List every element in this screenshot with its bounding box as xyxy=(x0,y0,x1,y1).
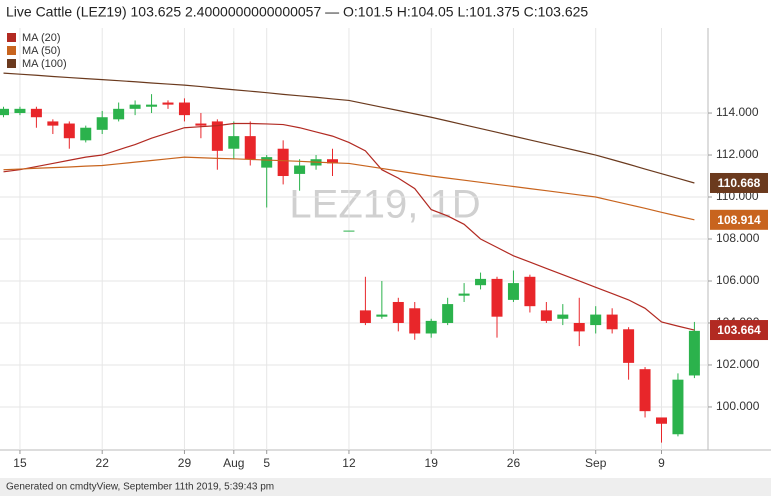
candle-body xyxy=(606,314,618,330)
price-tag-label: 103.664 xyxy=(717,323,761,337)
y-tick-label: 102.000 xyxy=(716,357,760,371)
candle-body xyxy=(294,165,306,174)
footer: Generated on cmdtyView, September 11th 2… xyxy=(6,482,274,493)
y-tick-label: 106.000 xyxy=(716,273,760,287)
candle-body xyxy=(211,121,223,151)
candle-body xyxy=(507,283,519,300)
footer-band xyxy=(0,478,771,496)
candle-body xyxy=(672,379,684,435)
candle-body xyxy=(47,121,59,126)
candle-body xyxy=(96,117,108,130)
candle-body xyxy=(146,104,158,107)
x-tick-label: 19 xyxy=(425,456,439,470)
price-tag xyxy=(710,172,768,193)
x-tick-label: 5 xyxy=(263,456,270,470)
candle-body xyxy=(557,314,569,319)
x-tick-label: Aug xyxy=(223,456,244,470)
y-tick-label: 108.000 xyxy=(716,231,760,245)
candle-body xyxy=(359,310,371,323)
candle-body xyxy=(409,308,421,334)
candle-body xyxy=(458,293,470,296)
candle-body xyxy=(688,330,700,376)
candle-body xyxy=(376,314,388,317)
legend-swatch xyxy=(7,59,16,68)
watermark: LEZ19, 1D xyxy=(289,183,480,227)
candle-body xyxy=(129,104,141,109)
candle-body xyxy=(63,123,75,139)
candle-body xyxy=(573,322,585,332)
x-tick-label: 12 xyxy=(342,456,356,470)
price-tag-label: 108.914 xyxy=(717,213,761,227)
candle-body xyxy=(244,136,256,160)
price-tag-label: 110.668 xyxy=(718,176,761,190)
candle-body xyxy=(195,123,207,126)
candle-body xyxy=(30,108,42,118)
legend-swatch xyxy=(7,33,16,42)
candle-body xyxy=(475,278,487,286)
candle-body xyxy=(162,102,174,105)
candle-body xyxy=(0,108,9,116)
candle-body xyxy=(343,230,355,232)
legend-swatch xyxy=(7,46,16,55)
candle-body xyxy=(540,310,552,321)
candle-body xyxy=(639,369,651,412)
ma-line xyxy=(3,72,695,184)
candle-body xyxy=(442,304,454,323)
x-tick-label: 29 xyxy=(178,456,192,470)
y-tick-label: 100.000 xyxy=(716,399,760,413)
candle-body xyxy=(425,320,437,334)
legend-label: MA (50) xyxy=(22,45,61,57)
candle-body xyxy=(228,136,240,149)
candle-body xyxy=(656,417,667,424)
x-tick-label: 9 xyxy=(658,456,665,470)
candle-body xyxy=(261,157,273,168)
candle-body xyxy=(524,276,536,307)
candle-body xyxy=(178,102,190,116)
candle-body xyxy=(623,329,635,363)
legend-label: MA (100) xyxy=(22,58,67,70)
candle-body xyxy=(590,314,602,326)
y-tick-label: 114.000 xyxy=(716,105,759,119)
candle-body xyxy=(14,108,26,114)
ma-line xyxy=(3,122,695,331)
candle-body xyxy=(80,127,92,141)
ma-line xyxy=(3,156,695,221)
x-tick-label: 26 xyxy=(507,456,521,470)
legend-label: MA (20) xyxy=(22,32,61,44)
x-tick-label: 22 xyxy=(96,456,110,470)
price-tag xyxy=(710,209,768,230)
candle-body xyxy=(491,278,503,317)
x-tick-label: Sep xyxy=(585,456,607,470)
y-tick-label: 112.000 xyxy=(716,147,759,161)
candle-body xyxy=(277,148,289,177)
x-tick-label: 15 xyxy=(13,456,27,470)
chart-title: Live Cattle (LEZ19) 103.625 2.4000000000… xyxy=(6,4,588,20)
candle-body xyxy=(327,159,338,164)
price-tag xyxy=(710,320,768,341)
candle-body xyxy=(392,301,404,323)
candle-body xyxy=(113,108,125,120)
